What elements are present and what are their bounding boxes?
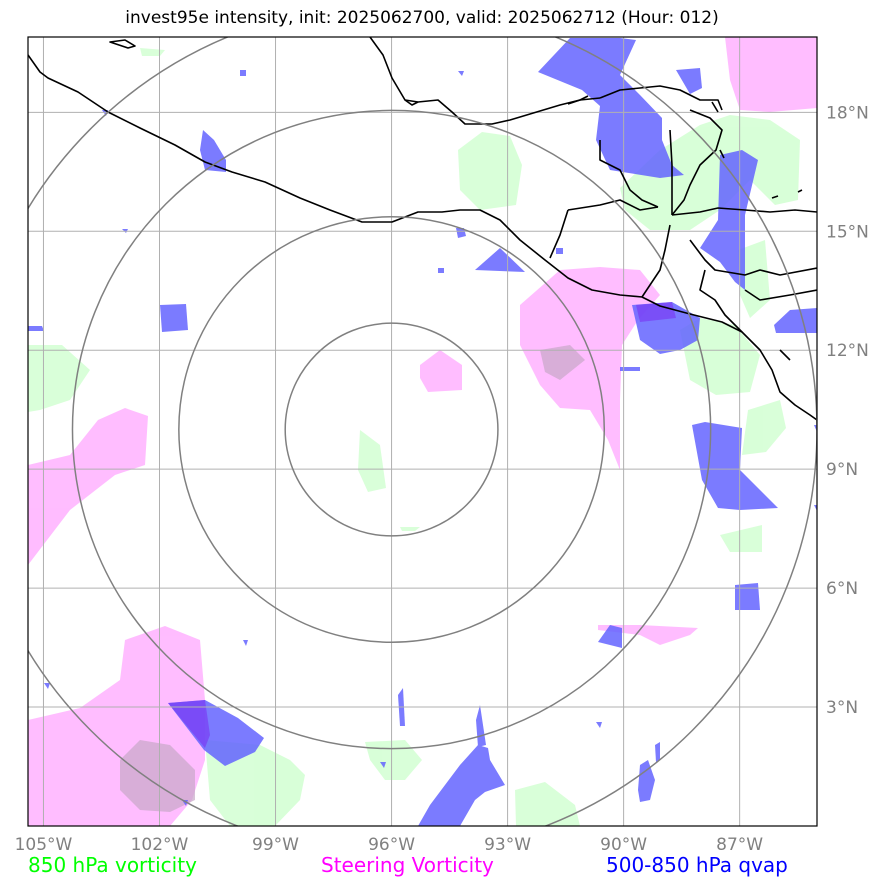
legend-qvap: 500-850 hPa qvap [606, 853, 788, 877]
latitude-tick-labels: 3°N 6°N 9°N 12°N 15°N 18°N [826, 103, 869, 718]
overlap-fill [120, 345, 585, 812]
longitude-tick-label: 102°W [131, 835, 189, 855]
plot-title: invest95e intensity, init: 2025062700, v… [125, 8, 719, 28]
range-rings [28, 37, 817, 826]
latitude-tick-label: 6°N [826, 579, 858, 599]
latitude-tick-label: 15°N [826, 222, 869, 242]
longitude-tick-label: 96°W [368, 835, 415, 855]
longitude-tick-label: 99°W [252, 835, 299, 855]
longitude-tick-label: 87°W [716, 835, 763, 855]
range-ring [178, 216, 606, 643]
range-ring [284, 322, 499, 537]
map-axes-content [28, 37, 817, 826]
map-frame [27, 36, 818, 827]
gridlines [28, 37, 817, 826]
legend-850hpa-vorticity: 850 hPa vorticity [28, 853, 197, 877]
longitude-tick-labels: 105°W 102°W 99°W 96°W 93°W 90°W 87°W [15, 835, 764, 855]
coastlines [28, 37, 817, 421]
legend-steering-vorticity: Steering Vorticity [321, 853, 494, 877]
range-ring [71, 109, 712, 750]
latitude-tick-label: 9°N [826, 460, 858, 480]
latitude-tick-label: 18°N [826, 103, 869, 123]
latitude-tick-label: 12°N [826, 341, 869, 361]
longitude-tick-label: 93°W [484, 835, 531, 855]
latitude-tick-label: 3°N [826, 698, 858, 718]
longitude-tick-label: 105°W [15, 835, 73, 855]
longitude-tick-label: 90°W [600, 835, 647, 855]
